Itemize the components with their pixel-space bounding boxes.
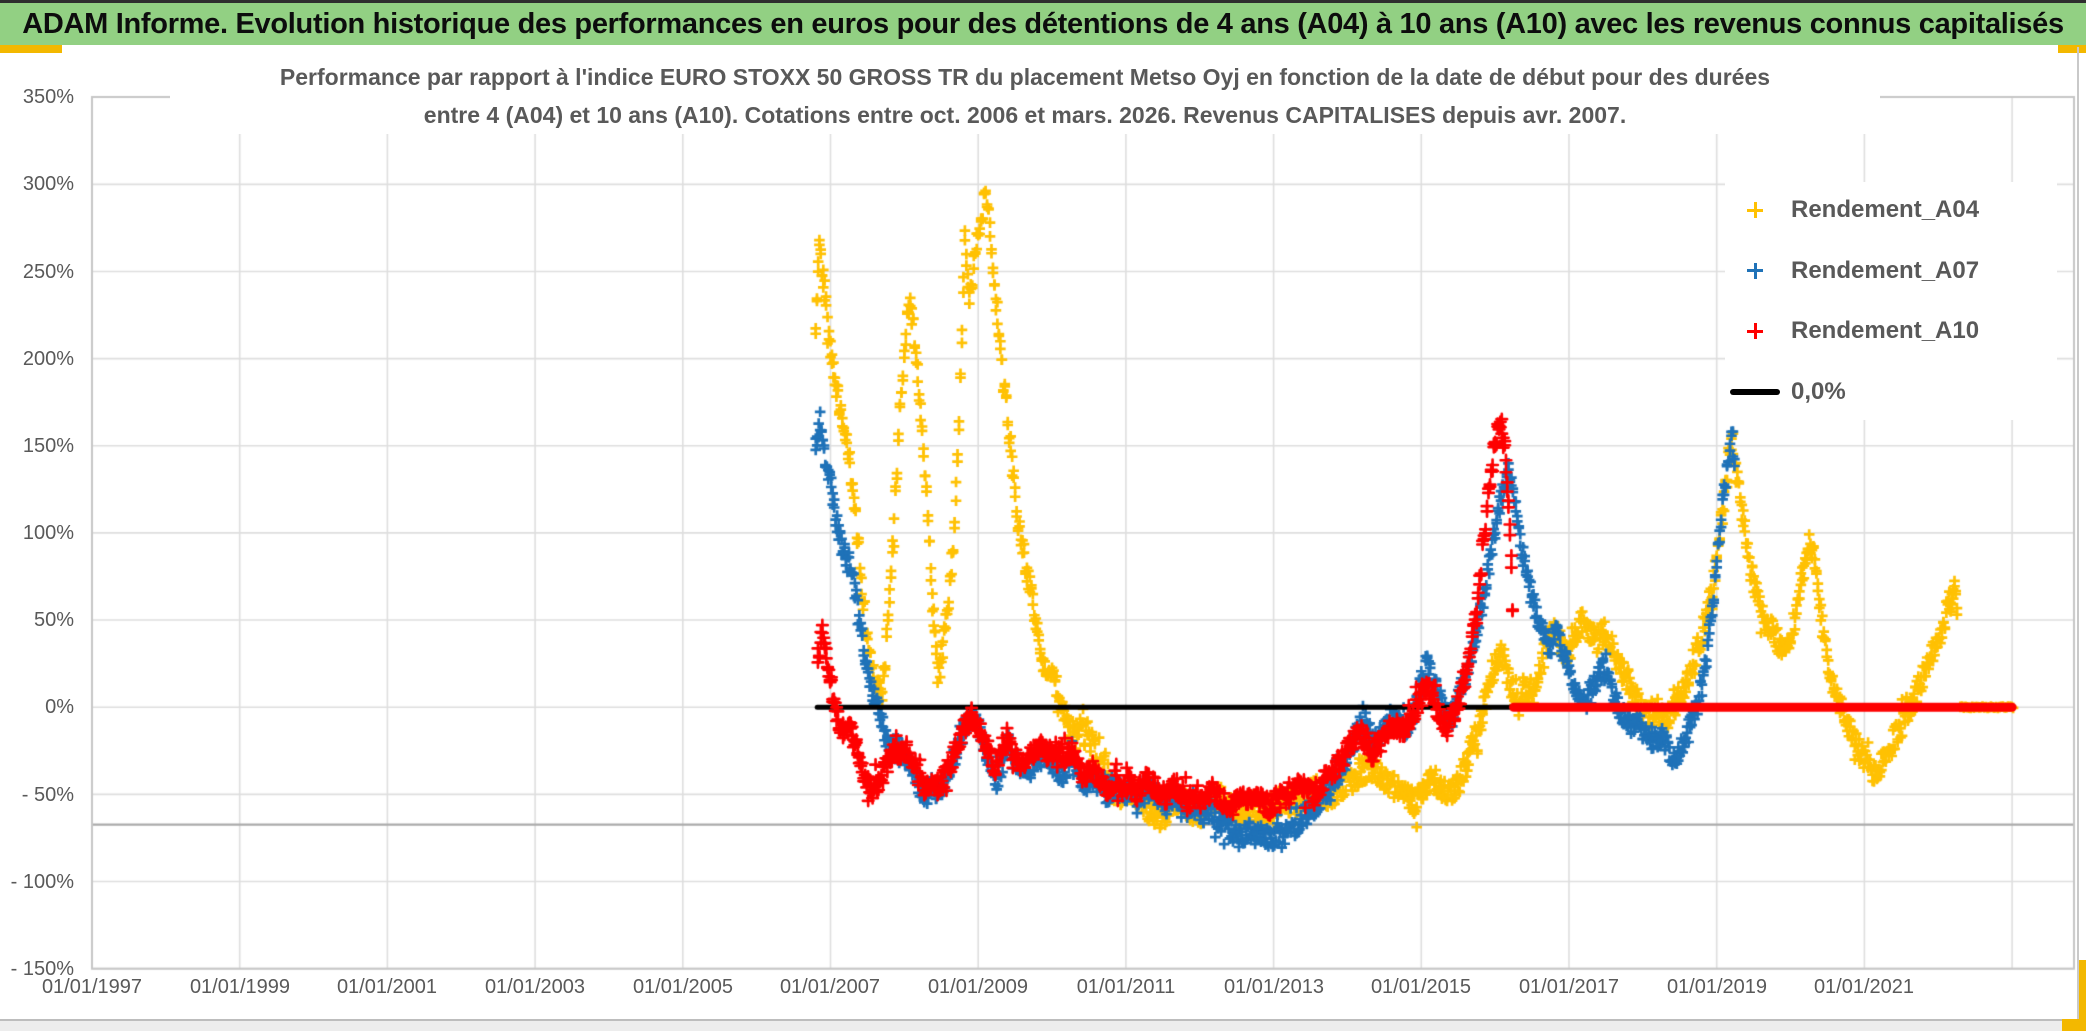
- x-axis-tick: 01/01/1999: [189, 976, 291, 998]
- y-axis-tick: 200%: [22, 348, 74, 370]
- x-axis-tick: 01/01/2011: [1076, 976, 1176, 998]
- x-axis-tick: 01/01/2001: [336, 976, 438, 998]
- y-axis-tick: - 100%: [10, 871, 74, 893]
- y-axis-tick: 300%: [22, 173, 74, 195]
- chart-legend: Rendement_A04 Rendement_A07 Rendement_A1…: [1725, 182, 2057, 420]
- bottom-edge-strip: [0, 1019, 2086, 1031]
- legend-label: Rendement_A10: [1791, 317, 1980, 345]
- x-axis-tick: 01/01/2017: [1518, 976, 1620, 998]
- yellow-accent-bottom-right: [2062, 1019, 2086, 1031]
- y-axis-tick: 350%: [22, 86, 74, 108]
- plus-marker-icon: [1747, 262, 1763, 279]
- chart-title-line2: entre 4 (A04) et 10 ans (A10). Cotations…: [423, 102, 1627, 128]
- x-axis-tick: 01/01/2021: [1813, 976, 1915, 998]
- y-axis-tick: 250%: [22, 261, 74, 283]
- legend-item-rendement-a10: Rendement_A10: [1725, 309, 2057, 353]
- x-axis-tick: 01/01/2019: [1666, 976, 1768, 998]
- y-axis-tick: - 50%: [21, 784, 74, 806]
- x-axis-tick: 01/01/2005: [632, 976, 734, 998]
- chart-object-border: [2077, 47, 2079, 1019]
- y-axis-tick: - 150%: [10, 958, 74, 980]
- plus-marker-icon: [1747, 323, 1763, 340]
- chart-title-line1: Performance par rapport à l'indice EURO …: [279, 64, 1771, 90]
- x-axis-tick: 01/01/1997: [41, 976, 143, 998]
- x-axis-tick: 01/01/2007: [779, 976, 881, 998]
- y-axis-tick: 150%: [22, 435, 74, 457]
- legend-label: Rendement_A07: [1791, 256, 1980, 284]
- legend-item-rendement-a07: Rendement_A07: [1725, 249, 2057, 293]
- chart-title: Performance par rapport à l'indice EURO …: [170, 58, 1880, 134]
- x-axis-tick: 01/01/2013: [1223, 976, 1325, 998]
- x-axis-tick: 01/01/2015: [1370, 976, 1472, 998]
- legend-item-zero-line: 0,0%: [1725, 370, 2057, 414]
- plus-marker-icon: [1747, 202, 1763, 218]
- x-axis-tick: 01/01/2003: [484, 976, 586, 998]
- y-axis-tick: 0%: [45, 696, 74, 718]
- y-axis-tick: 100%: [22, 522, 74, 544]
- x-axis-tick: 01/01/2009: [927, 976, 1029, 998]
- legend-item-rendement-a04: Rendement_A04: [1725, 188, 2057, 232]
- legend-label: 0,0%: [1791, 377, 1846, 405]
- legend-label: Rendement_A04: [1791, 196, 1980, 223]
- y-axis-tick: 50%: [33, 609, 74, 631]
- zero-line-swatch: [1730, 388, 1780, 395]
